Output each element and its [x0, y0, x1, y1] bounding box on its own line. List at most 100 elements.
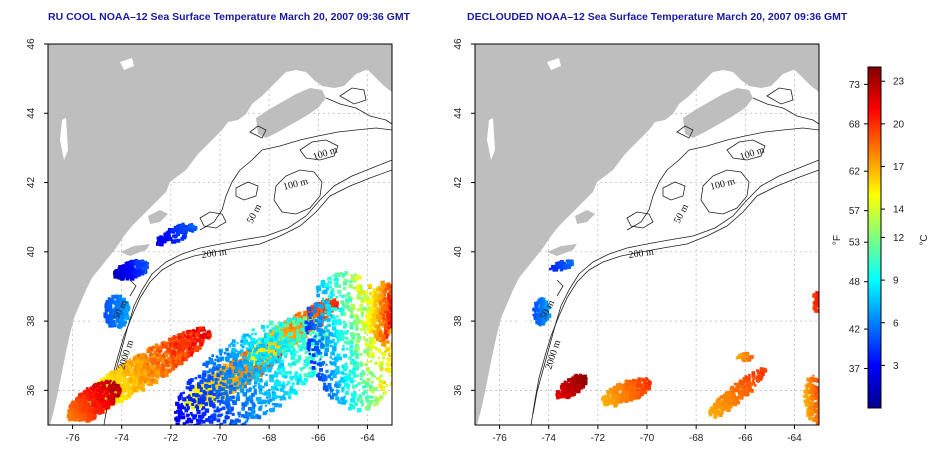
- sst-pixel: [207, 416, 212, 420]
- sst-pixel: [200, 414, 205, 419]
- sst-pixel: [235, 396, 240, 401]
- sst-pixel: [97, 393, 102, 398]
- sst-pixel: [336, 335, 340, 339]
- sst-pixel: [197, 382, 201, 387]
- sst-pixel: [240, 423, 245, 425]
- sst-pixel: [277, 360, 281, 364]
- sst-pixel: [190, 427, 194, 431]
- sst-pixel: [181, 431, 183, 433]
- sst-pixel: [348, 377, 352, 382]
- sst-pixel: [334, 383, 338, 388]
- sst-pixel: [231, 370, 236, 375]
- sst-pixel: [179, 348, 184, 353]
- sst-pixel: [386, 330, 389, 333]
- sst-pixel: [396, 347, 398, 349]
- sst-pixel: [114, 390, 117, 393]
- sst-pixel: [343, 353, 348, 358]
- sst-pixel: [361, 315, 364, 318]
- sst-pixel: [267, 394, 272, 399]
- sst-pixel: [321, 378, 325, 382]
- sst-pixel: [358, 286, 363, 291]
- sst-pixel: [341, 273, 345, 277]
- sst-pixel: [365, 346, 368, 349]
- sst-pixel: [186, 397, 190, 402]
- sst-pixel: [254, 332, 257, 336]
- sst-pixel: [283, 390, 286, 393]
- sst-pixel: [239, 384, 243, 388]
- sst-pixel: [318, 319, 324, 325]
- sst-pixel: [386, 317, 390, 321]
- sst-pixel: [121, 363, 126, 368]
- sst-pixel: [380, 284, 386, 290]
- sst-pixel: [205, 400, 208, 403]
- sst-pixel: [325, 336, 330, 341]
- sst-pixel: [329, 305, 334, 309]
- sst-pixel: [140, 382, 146, 387]
- sst-pixel: [346, 295, 349, 298]
- sst-pixel: [161, 363, 164, 367]
- sst-pixel: [216, 408, 221, 413]
- sst-pixel: [361, 370, 365, 374]
- sst-pixel: [93, 406, 96, 409]
- sst-pixel: [337, 400, 341, 404]
- sst-pixel: [169, 338, 174, 343]
- sst-pixel: [338, 329, 342, 334]
- sst-pixel: [144, 375, 148, 379]
- sst-pixel: [349, 380, 352, 383]
- sst-pixel: [375, 333, 379, 336]
- sst-pixel: [288, 323, 292, 328]
- sst-pixel: [250, 415, 255, 419]
- sst-pixel: [348, 356, 352, 360]
- sst-pixel: [153, 350, 157, 353]
- sst-pixel: [391, 321, 392, 326]
- sst-pixel: [233, 420, 238, 425]
- sst-pixel: [223, 420, 226, 423]
- sst-pixel: [269, 331, 273, 335]
- sst-pixel: [303, 339, 307, 343]
- sst-pixel: [253, 377, 258, 382]
- sst-pixel: [150, 380, 153, 384]
- sst-pixel: [217, 378, 220, 381]
- sst-pixel: [207, 376, 211, 380]
- sst-pixel: [274, 380, 279, 385]
- sst-pixel: [264, 382, 268, 387]
- sst-pixel: [200, 394, 203, 398]
- sst-pixel: [374, 346, 377, 349]
- sst-pixel: [282, 352, 285, 356]
- sst-pixel: [304, 350, 308, 355]
- sst-pixel: [327, 280, 332, 285]
- sst-pixel: [196, 327, 201, 332]
- sst-pixel: [265, 355, 268, 358]
- sst-pixel: [264, 338, 269, 343]
- sst-pixel: [174, 363, 178, 367]
- sst-pixel: [197, 420, 202, 425]
- sst-pixel: [266, 332, 269, 336]
- sst-pixel: [243, 338, 248, 343]
- sst-pixel: [116, 390, 120, 393]
- sst-pixel: [359, 363, 364, 367]
- sst-pixel: [177, 405, 181, 410]
- sst-pixel: [183, 430, 187, 434]
- sst-pixel: [289, 376, 294, 380]
- sst-pixel: [214, 358, 217, 362]
- sst-pixel: [227, 404, 231, 408]
- sst-pixel: [290, 334, 295, 339]
- sst-pixel: [194, 346, 198, 351]
- sst-pixel: [284, 346, 287, 349]
- sst-pixel: [278, 381, 282, 385]
- sst-pixel: [293, 373, 298, 378]
- sst-pixel: [197, 374, 202, 379]
- sst-pixel: [176, 353, 179, 357]
- sst-pixel: [367, 355, 371, 358]
- sst-pixel: [249, 378, 253, 382]
- sst-pixel: [225, 399, 229, 403]
- sst-pixel: [336, 341, 339, 344]
- sst-pixel: [337, 290, 342, 294]
- sst-pixel: [224, 392, 228, 396]
- sst-pixel: [316, 293, 320, 298]
- sst-pixel: [331, 326, 337, 331]
- sst-pixel: [102, 404, 107, 409]
- sst-pixel: [225, 347, 229, 352]
- sst-pixel: [240, 388, 245, 393]
- sst-pixel: [201, 426, 204, 429]
